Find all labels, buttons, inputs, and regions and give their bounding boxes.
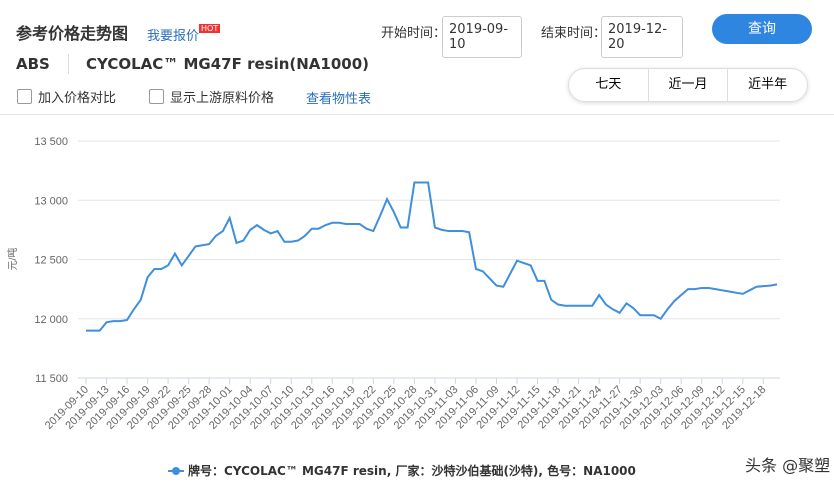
legend-label[interactable]: 牌号：CYCOLAC™ MG47F resin, 厂家：沙特沙伯基础(沙特), … [188,463,636,478]
y-tick-label: 13 000 [34,195,68,207]
y-axis-label: 元/吨 [6,248,19,271]
y-tick-label: 11 500 [35,373,68,385]
end-label: 结束时间： [541,26,607,41]
hot-badge: HOT [199,24,221,33]
compare-checkbox[interactable]: 加入价格对比 [17,87,116,106]
tab[interactable]: 七天 [569,69,649,101]
tab[interactable]: 近半年 [748,77,788,92]
properties-link[interactable]: 查看物性表 [306,92,372,107]
upstream-text: 显示上游原料价格 [170,91,275,106]
quote-link[interactable]: 我要报价 [147,29,200,44]
page-title: 参考价格走势图 [16,24,129,43]
y-tick-label: 12 500 [34,255,68,267]
legend-dot [172,467,180,475]
range-tabs: 七天 近一月 近半年 [568,68,808,102]
category: ABS [16,55,50,73]
watermark: 头条 @聚塑 [745,456,830,475]
price-line [86,181,778,332]
query-button[interactable]: 查询 [712,14,812,44]
y-tick-label: 12 000 [34,314,68,326]
start-date[interactable]: 2019-09-10 [442,16,522,58]
y-tick-label: 13 500 [34,136,68,148]
tab[interactable]: 近一月 [649,69,729,101]
divider [68,54,69,74]
separator [0,114,834,115]
compare-text: 加入价格对比 [38,91,117,106]
product-name: CYCOLAC™ MG47F resin(NA1000) [86,55,370,73]
end-date[interactable]: 2019-12-20 [601,16,683,58]
chart: 元/吨 头条 @聚塑 11 500 12 000 12 500 13 000 13 50… [6,136,830,478]
start-label: 开始时间： [381,26,447,41]
upstream-checkbox[interactable]: 显示上游原料价格 [149,87,274,106]
